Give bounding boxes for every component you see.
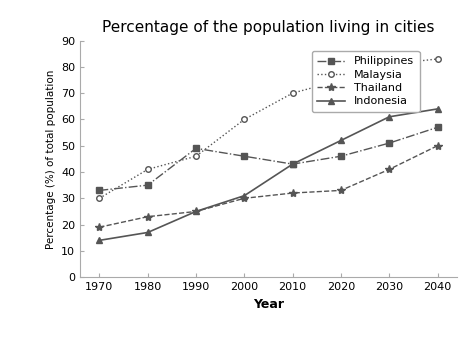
Indonesia: [193, 210, 199, 214]
Thailand: [386, 167, 392, 171]
Indonesia: [290, 162, 295, 166]
Philippines: [435, 125, 440, 129]
Indonesia: [338, 139, 344, 143]
Philippines: [290, 162, 295, 166]
Malaysia: [145, 167, 151, 171]
Malaysia: [193, 154, 199, 158]
Indonesia: [386, 115, 392, 119]
Malaysia: [97, 196, 102, 200]
Thailand: [97, 225, 102, 229]
Philippines: [193, 146, 199, 150]
Thailand: [290, 191, 295, 195]
Thailand: [435, 144, 440, 148]
Legend: Philippines, Malaysia, Thailand, Indonesia: Philippines, Malaysia, Thailand, Indones…: [312, 51, 420, 112]
Line: Thailand: Thailand: [95, 142, 442, 232]
Indonesia: [242, 194, 247, 198]
Line: Indonesia: Indonesia: [97, 106, 440, 243]
Indonesia: [97, 238, 102, 242]
Malaysia: [386, 62, 392, 66]
Malaysia: [338, 78, 344, 82]
Indonesia: [435, 107, 440, 111]
Line: Malaysia: Malaysia: [97, 56, 440, 201]
Thailand: [242, 196, 247, 200]
Malaysia: [242, 117, 247, 121]
Line: Philippines: Philippines: [97, 124, 440, 193]
Malaysia: [290, 91, 295, 95]
Indonesia: [145, 231, 151, 235]
Y-axis label: Percentage (%) of total population: Percentage (%) of total population: [46, 69, 56, 248]
X-axis label: Year: Year: [253, 297, 284, 311]
Thailand: [193, 210, 199, 214]
Philippines: [338, 154, 344, 158]
Philippines: [97, 188, 102, 192]
Thailand: [145, 215, 151, 219]
Philippines: [386, 141, 392, 145]
Philippines: [242, 154, 247, 158]
Title: Percentage of the population living in cities: Percentage of the population living in c…: [102, 20, 435, 35]
Malaysia: [435, 57, 440, 61]
Philippines: [145, 183, 151, 187]
Thailand: [338, 188, 344, 192]
